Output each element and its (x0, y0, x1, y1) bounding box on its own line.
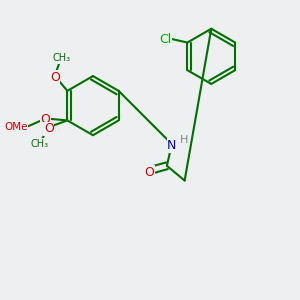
Text: CH₃: CH₃ (31, 139, 49, 148)
Text: OMe: OMe (4, 122, 28, 132)
Text: Cl: Cl (160, 33, 172, 46)
Text: O: O (144, 166, 154, 179)
Text: CH₃: CH₃ (52, 53, 70, 63)
Text: N: N (167, 139, 176, 152)
Text: O: O (44, 122, 54, 135)
Text: O: O (41, 113, 51, 127)
Text: O: O (50, 71, 60, 84)
Text: H: H (179, 135, 188, 145)
